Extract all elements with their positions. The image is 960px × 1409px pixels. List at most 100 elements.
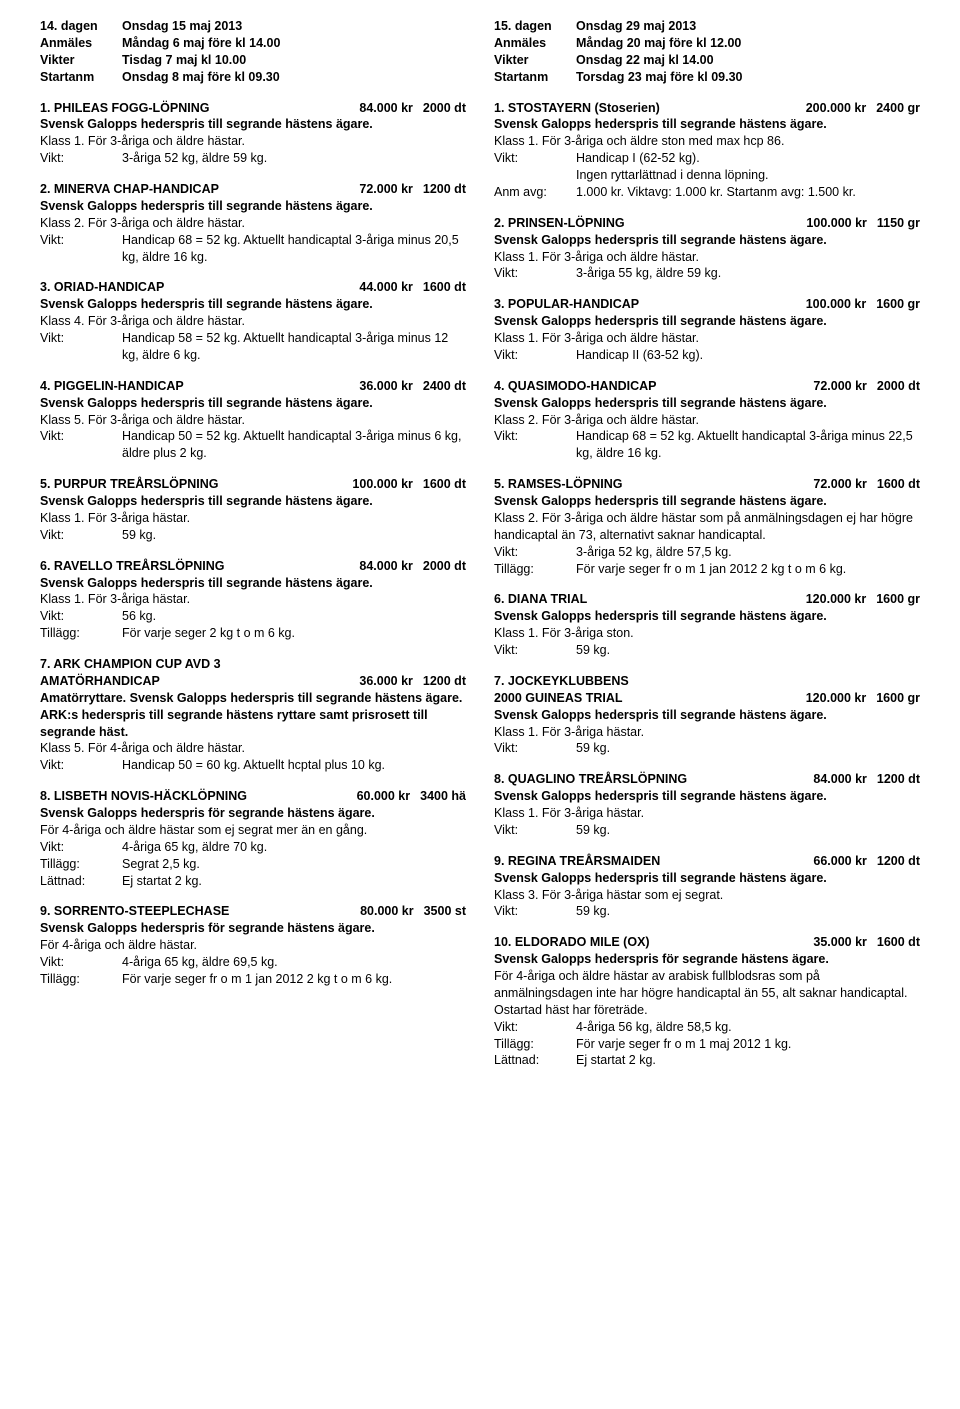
race-detail: Vikt:56 kg. <box>40 608 466 625</box>
race-head: 6. RAVELLO TREÅRSLÖPNING84.000 kr2000 dt <box>40 558 466 575</box>
race-detail: Vikt:3-åriga 55 kg, äldre 59 kg. <box>494 265 920 282</box>
race-prize: 36.000 kr <box>345 378 413 395</box>
race-block: 5. RAMSES-LÖPNING72.000 kr1600 dtSvensk … <box>494 476 920 577</box>
race-detail: Vikt:59 kg. <box>494 822 920 839</box>
race-distance: 1200 dt <box>867 771 920 788</box>
detail-key: Vikt: <box>40 954 122 971</box>
header-value: Tisdag 7 maj kl 10.00 <box>122 52 246 69</box>
detail-key: Tillägg: <box>494 1036 576 1053</box>
race-title: 5. PURPUR TREÅRSLÖPNING <box>40 476 338 493</box>
race-distance: 1150 gr <box>867 215 920 232</box>
detail-value: 59 kg. <box>576 740 920 757</box>
header-label: Startanm <box>40 69 122 86</box>
race-block: 1. PHILEAS FOGG-LÖPNING84.000 kr2000 dtS… <box>40 100 466 168</box>
detail-key: Vikt: <box>40 608 122 625</box>
race-detail: Vikt:4-åriga 65 kg, äldre 70 kg. <box>40 839 466 856</box>
header-value: Torsdag 23 maj före kl 09.30 <box>576 69 743 86</box>
header-value: Onsdag 15 maj 2013 <box>122 18 242 35</box>
race-detail: Lättnad:Ej startat 2 kg. <box>40 873 466 890</box>
race-title: 4. QUASIMODO-HANDICAP <box>494 378 799 395</box>
detail-key: Tillägg: <box>40 625 122 642</box>
detail-value: Handicap II (63-52 kg). <box>576 347 920 364</box>
detail-key: Vikt: <box>494 1019 576 1036</box>
race-distance: 1200 dt <box>413 673 466 690</box>
detail-value: 4-åriga 65 kg, äldre 70 kg. <box>122 839 466 856</box>
race-klass: Klass 1. För 3-åriga och äldre hästar. <box>494 330 920 347</box>
race-head: 1. STOSTAYERN (Stoserien)200.000 kr2400 … <box>494 100 920 117</box>
race-block: 8. LISBETH NOVIS-HÄCKLÖPNING60.000 kr340… <box>40 788 466 889</box>
detail-value: 3-åriga 55 kg, äldre 59 kg. <box>576 265 920 282</box>
detail-value: 59 kg. <box>576 822 920 839</box>
race-prize-text: Svensk Galopps hederspris till segrande … <box>40 296 466 313</box>
header-label: Anmäles <box>40 35 122 52</box>
race-prize: 60.000 kr <box>343 788 411 805</box>
race-block: 7. JOCKEYKLUBBENS2000 GUINEAS TRIAL120.0… <box>494 673 920 757</box>
race-head: AMATÖRHANDICAP36.000 kr1200 dt <box>40 673 466 690</box>
race-detail: Anm avg:1.000 kr. Viktavg: 1.000 kr. Sta… <box>494 184 920 201</box>
race-klass: Klass 2. För 3-åriga och äldre hästar so… <box>494 510 920 544</box>
race-prize: 84.000 kr <box>345 100 413 117</box>
detail-value: För varje seger fr o m 1 jan 2012 2 kg t… <box>576 561 920 578</box>
detail-value: För varje seger 2 kg t o m 6 kg. <box>122 625 466 642</box>
race-detail: Vikt:3-åriga 52 kg, äldre 59 kg. <box>40 150 466 167</box>
race-prize-text: Svensk Galopps hederspris till segrande … <box>494 870 920 887</box>
race-distance: 2400 gr <box>866 100 920 117</box>
detail-key: Vikt: <box>494 150 576 167</box>
race-title: 10. ELDORADO MILE (OX) <box>494 934 799 951</box>
race-prize: 200.000 kr <box>792 100 866 117</box>
race-prize-text: Svensk Galopps hederspris för segrande h… <box>40 920 466 937</box>
detail-key: Vikt: <box>494 265 576 282</box>
race-block: 8. QUAGLINO TREÅRSLÖPNING84.000 kr1200 d… <box>494 771 920 839</box>
detail-value: 4-åriga 65 kg, äldre 69,5 kg. <box>122 954 466 971</box>
detail-key: Vikt: <box>40 330 122 364</box>
detail-value: Ej startat 2 kg. <box>122 873 466 890</box>
day-header: 15. dagenOnsdag 29 maj 2013AnmälesMåndag… <box>494 18 920 86</box>
race-prize: 84.000 kr <box>799 771 867 788</box>
race-prize: 80.000 kr <box>346 903 414 920</box>
race-title: 1. PHILEAS FOGG-LÖPNING <box>40 100 345 117</box>
race-title: 9. SORRENTO-STEEPLECHASE <box>40 903 346 920</box>
race-distance: 2000 dt <box>867 378 920 395</box>
detail-value: 56 kg. <box>122 608 466 625</box>
detail-key: Vikt: <box>494 740 576 757</box>
race-detail: Vikt:4-åriga 65 kg, äldre 69,5 kg. <box>40 954 466 971</box>
header-value: Onsdag 29 maj 2013 <box>576 18 696 35</box>
race-distance: 1200 dt <box>413 181 466 198</box>
detail-value: För varje seger fr o m 1 maj 2012 1 kg. <box>576 1036 920 1053</box>
race-block: 7. ARK CHAMPION CUP AVD 3AMATÖRHANDICAP3… <box>40 656 466 774</box>
race-head: 9. REGINA TREÅRSMAIDEN66.000 kr1200 dt <box>494 853 920 870</box>
race-detail: Vikt:Handicap I (62-52 kg). <box>494 150 920 167</box>
header-value: Onsdag 8 maj före kl 09.30 <box>122 69 280 86</box>
race-prize: 100.000 kr <box>792 296 866 313</box>
race-klass: Klass 1. För 3-åriga hästar. <box>494 805 920 822</box>
race-head: 4. QUASIMODO-HANDICAP72.000 kr2000 dt <box>494 378 920 395</box>
race-block: 10. ELDORADO MILE (OX)35.000 kr1600 dtSv… <box>494 934 920 1069</box>
race-head: 1. PHILEAS FOGG-LÖPNING84.000 kr2000 dt <box>40 100 466 117</box>
detail-key: Vikt: <box>40 757 122 774</box>
race-title: 6. DIANA TRIAL <box>494 591 792 608</box>
header-label: 15. dagen <box>494 18 576 35</box>
race-distance: 1600 dt <box>867 476 920 493</box>
race-detail: Vikt:Handicap 68 = 52 kg. Aktuellt handi… <box>494 428 920 462</box>
race-prize: 100.000 kr <box>792 215 866 232</box>
detail-key: Anm avg: <box>494 184 576 201</box>
detail-key: Vikt: <box>494 822 576 839</box>
race-detail: Vikt:59 kg. <box>494 740 920 757</box>
race-title2: 2000 GUINEAS TRIAL <box>494 690 792 707</box>
race-prize-text: Svensk Galopps hederspris till segrande … <box>40 116 466 133</box>
detail-key: Vikt: <box>40 232 122 266</box>
race-head: 5. PURPUR TREÅRSLÖPNING100.000 kr1600 dt <box>40 476 466 493</box>
race-detail: Vikt:59 kg. <box>494 642 920 659</box>
race-block: 4. QUASIMODO-HANDICAP72.000 kr2000 dtSve… <box>494 378 920 462</box>
detail-key: Vikt: <box>494 642 576 659</box>
race-klass: Klass 4. För 3-åriga och äldre hästar. <box>40 313 466 330</box>
race-klass: Klass 1. För 3-åriga hästar. <box>494 724 920 741</box>
race-distance: 1200 dt <box>867 853 920 870</box>
detail-key: Vikt: <box>40 527 122 544</box>
race-distance: 1600 dt <box>413 476 466 493</box>
race-klass: Klass 1. För 3-åriga och äldre hästar. <box>494 249 920 266</box>
race-title: 3. ORIAD-HANDICAP <box>40 279 345 296</box>
detail-value: Handicap 50 = 60 kg. Aktuellt hcptal plu… <box>122 757 466 774</box>
detail-key: Vikt: <box>494 428 576 462</box>
race-prize: 72.000 kr <box>799 476 867 493</box>
